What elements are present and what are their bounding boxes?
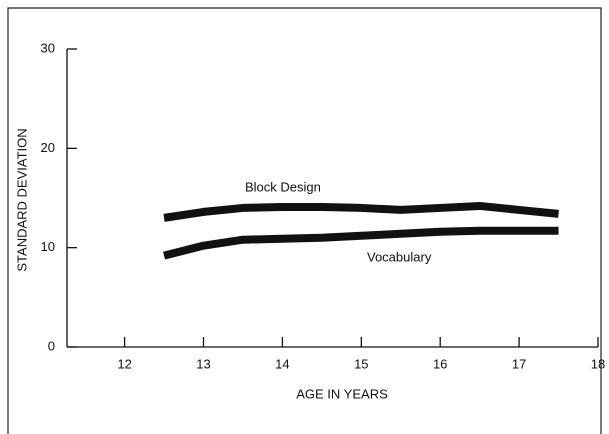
x-tick-label: 13	[196, 356, 210, 371]
y-tick-label: 0	[48, 338, 55, 353]
x-axis-label: AGE IN YEARS	[296, 386, 388, 401]
series-line	[163, 226, 559, 260]
x-tick-label: 17	[512, 356, 526, 371]
x-tick-label: 18	[591, 356, 605, 371]
frame	[7, 7, 602, 434]
x-tick-label: 14	[275, 356, 289, 371]
y-tick-label: 10	[41, 239, 55, 254]
x-tick-label: 12	[117, 356, 131, 371]
y-axis-label: STANDARD DEVIATION	[14, 128, 29, 271]
series-label: Vocabulary	[367, 249, 432, 264]
series-label: Block Design	[245, 179, 321, 194]
y-tick-label: 30	[41, 40, 55, 55]
series-line	[163, 201, 559, 222]
y-tick-label: 20	[41, 140, 55, 155]
x-tick-label: 16	[433, 356, 447, 371]
x-tick-label: 15	[354, 356, 368, 371]
